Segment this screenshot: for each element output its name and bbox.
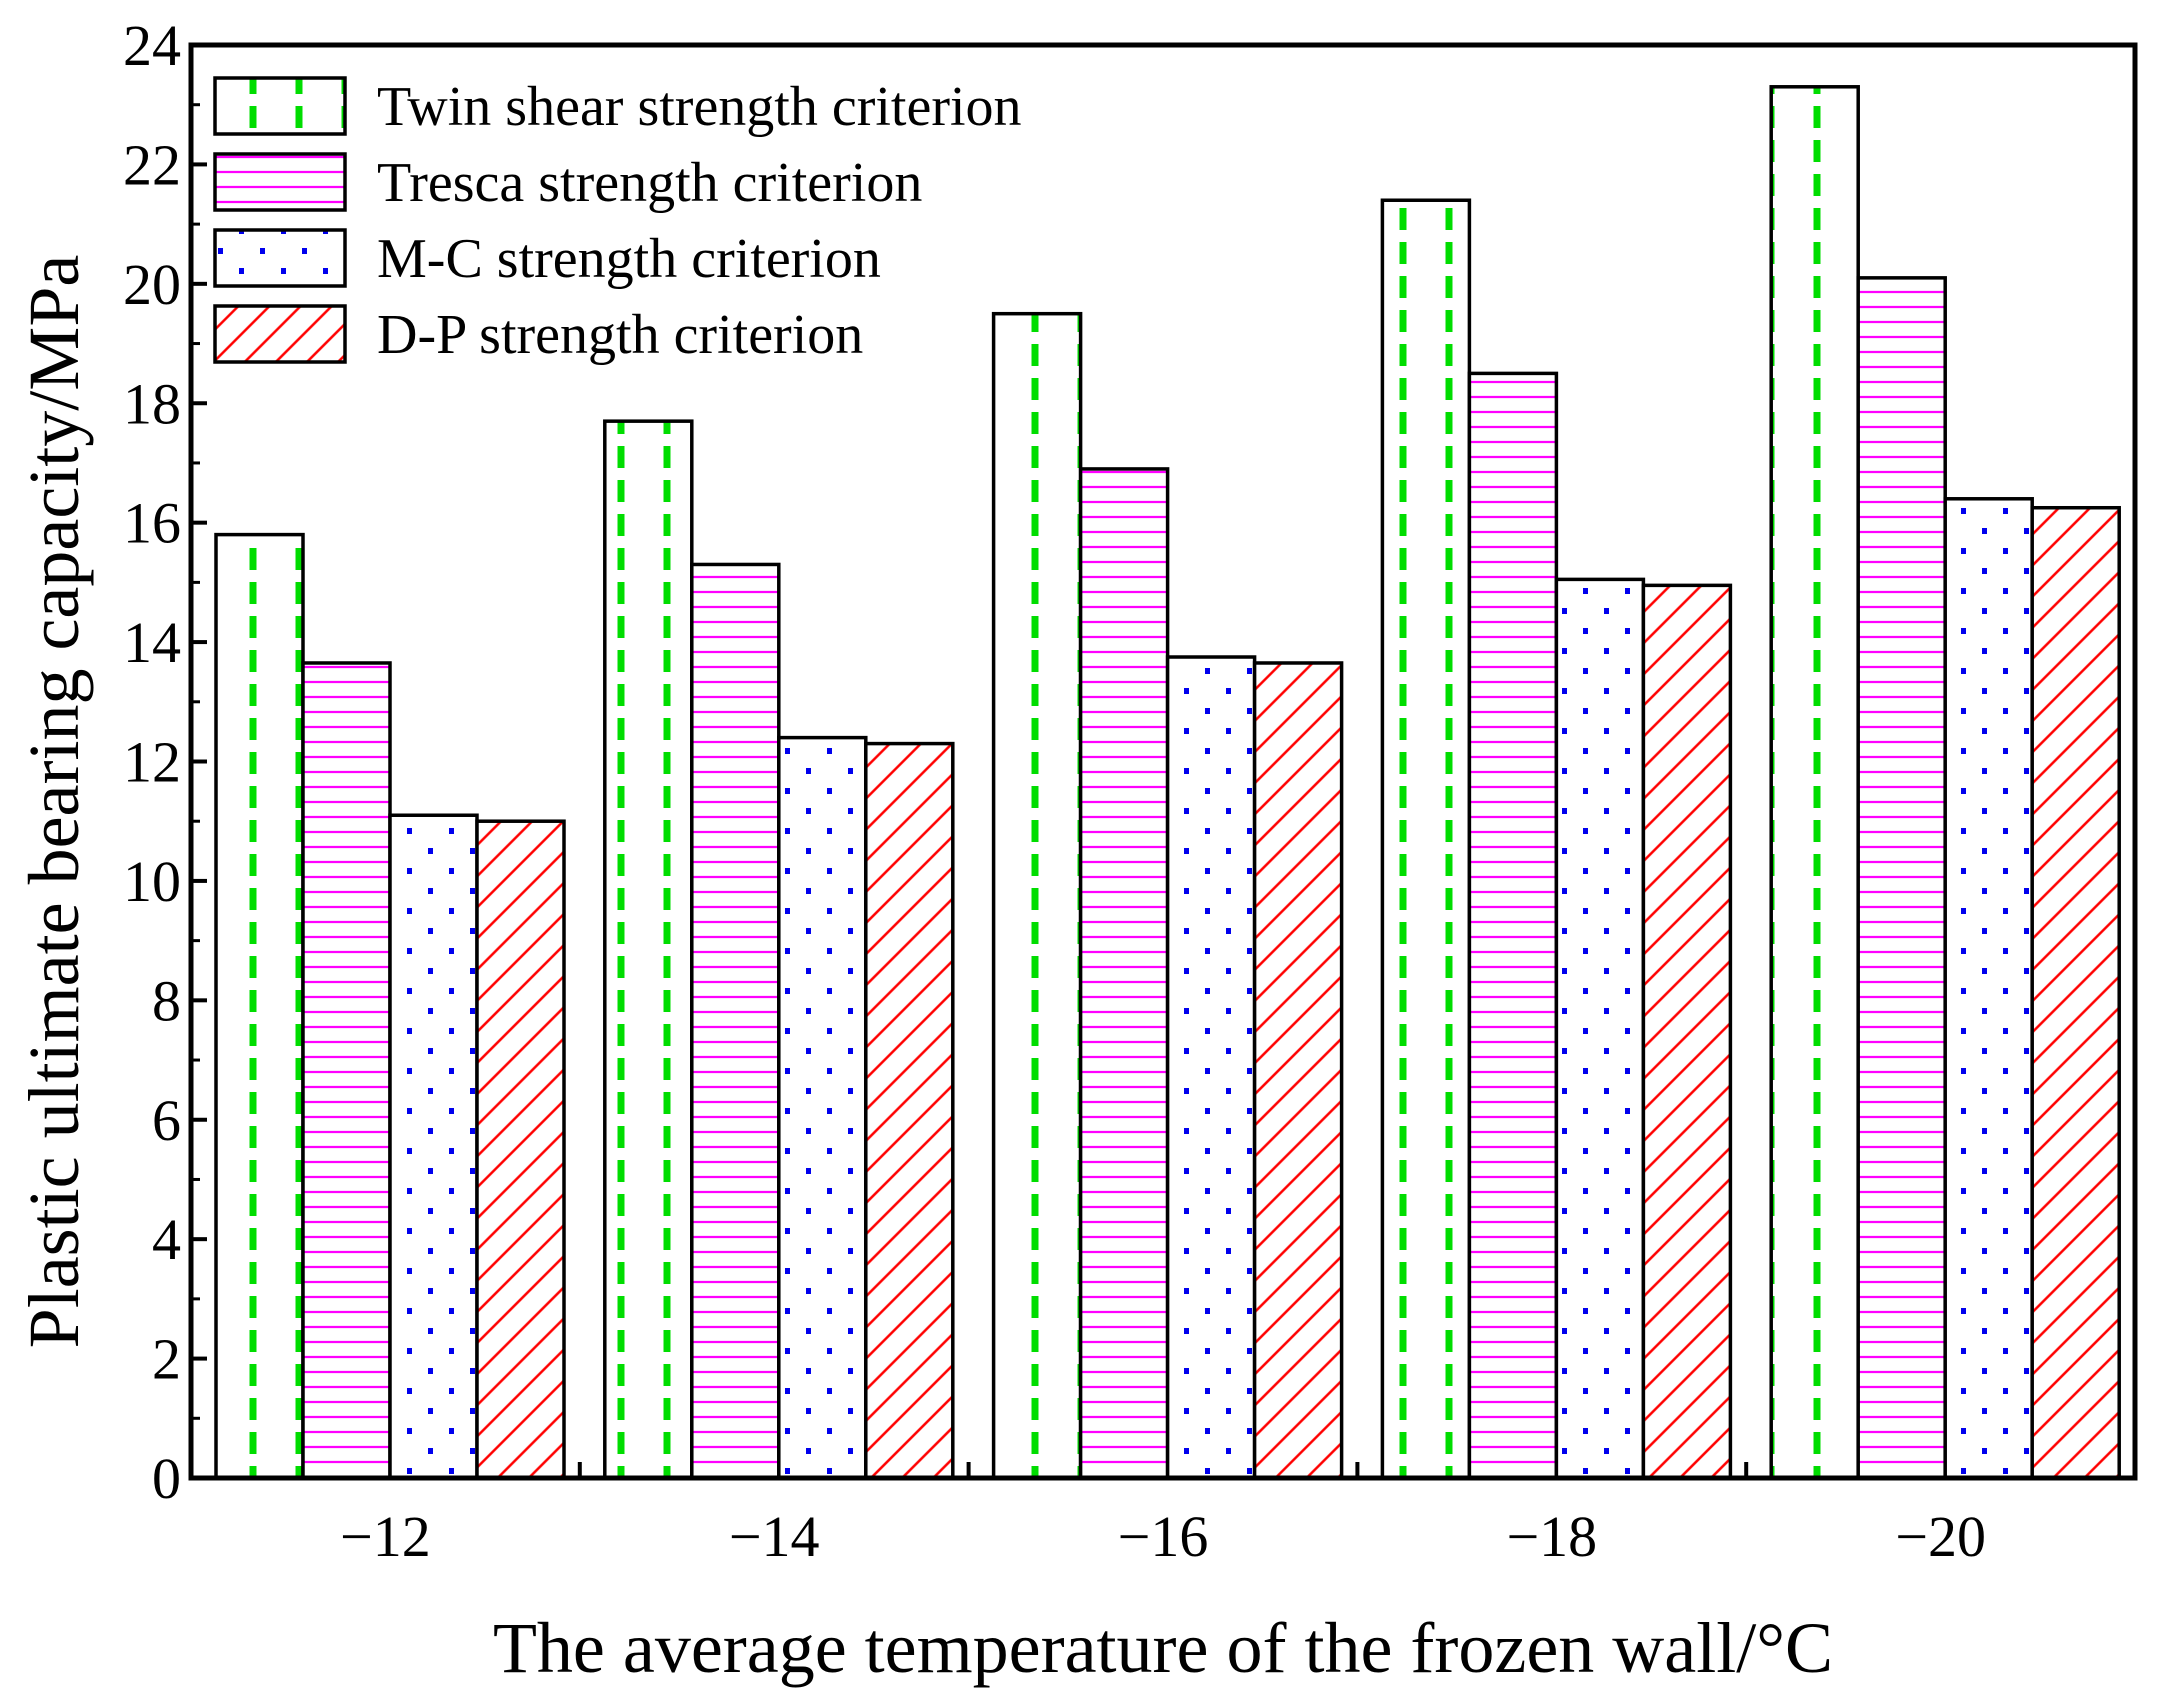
- bar-tresca-4: [1856, 276, 1947, 1480]
- bar-tresca-2: [1078, 467, 1170, 1480]
- bar-tresca-3: [1467, 371, 1559, 1480]
- y-tick-label: 14: [123, 610, 181, 675]
- y-tick-label: 16: [123, 491, 181, 556]
- legend-swatch-tresca: [213, 152, 347, 212]
- y-tick-label: 8: [152, 968, 181, 1033]
- legend-label-twin: Twin shear strength criterion: [377, 76, 1022, 138]
- x-tick-label: −16: [1118, 1504, 1209, 1569]
- bar-d-p-1: [864, 741, 955, 1480]
- bar-m-c-4: [1943, 497, 2034, 1480]
- y-tick-label: 12: [123, 730, 181, 795]
- y-tick-label: 24: [123, 13, 181, 78]
- x-tick-label: −18: [1506, 1504, 1597, 1569]
- legend-swatch-twin: [213, 76, 347, 136]
- bar-twin-4: [1769, 85, 1860, 1480]
- y-tick-label: 18: [123, 371, 181, 436]
- bar-d-p-3: [1641, 583, 1733, 1480]
- bar-d-p-0: [475, 819, 566, 1480]
- y-tick-label: 10: [123, 849, 181, 914]
- bar-m-c-2: [1165, 655, 1257, 1480]
- legend-swatch-m-c: [213, 228, 347, 288]
- legend-label-tresca: Tresca strength criterion: [377, 152, 922, 214]
- legend: Twin shear strength criterion Tresca stre…: [213, 76, 1022, 366]
- y-tick-label: 20: [123, 252, 181, 317]
- bar-twin-0: [214, 532, 305, 1480]
- bar-twin-2: [991, 311, 1083, 1480]
- x-tick-label: −20: [1895, 1504, 1986, 1569]
- bar-m-c-0: [388, 813, 479, 1480]
- bars-layer: [214, 85, 2121, 1480]
- axis-titles: The average temperature of the frozen wa…: [14, 255, 1833, 1688]
- legend-label-m-c: M-C strength criterion: [377, 228, 881, 290]
- y-tick-label: 22: [123, 132, 181, 197]
- bar-d-p-4: [2030, 505, 2121, 1480]
- bar-m-c-1: [777, 735, 868, 1480]
- y-axis-title: Plastic ultimate bearing capacity/MPa: [14, 255, 94, 1349]
- x-tick-label: −12: [340, 1504, 431, 1569]
- y-tick-label: 2: [152, 1327, 181, 1392]
- bar-tresca-0: [301, 661, 392, 1480]
- bar-twin-1: [603, 419, 694, 1480]
- y-tick-label: 4: [152, 1207, 181, 1272]
- x-tick-label: −14: [729, 1504, 820, 1569]
- bar-d-p-2: [1252, 661, 1344, 1480]
- x-axis-title: The average temperature of the frozen wa…: [493, 1608, 1833, 1688]
- legend-label-d-p: D-P strength criterion: [377, 304, 863, 366]
- legend-swatch-d-p: [213, 304, 347, 364]
- bar-tresca-1: [690, 562, 781, 1480]
- y-tick-label: 6: [152, 1088, 181, 1153]
- bar-twin-3: [1380, 198, 1472, 1480]
- bar-m-c-3: [1554, 577, 1646, 1480]
- y-tick-label: 0: [152, 1446, 181, 1511]
